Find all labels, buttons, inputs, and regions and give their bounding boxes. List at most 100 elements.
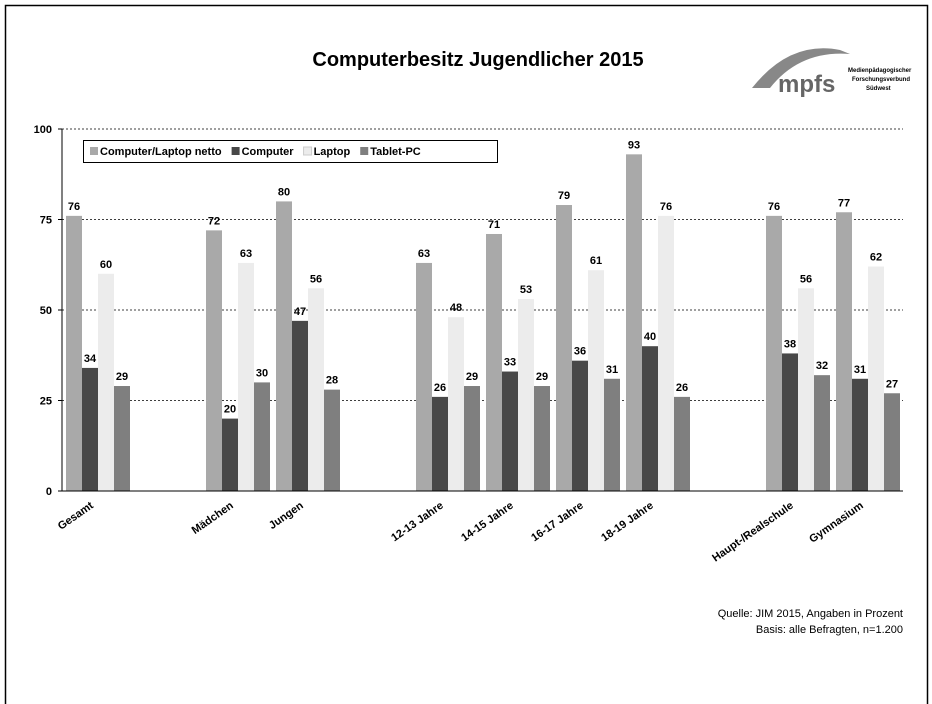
- bar: [276, 201, 292, 491]
- x-tick-label: Gesamt: [56, 499, 96, 532]
- bar: [206, 230, 222, 492]
- data-label: 40: [644, 331, 656, 343]
- x-tick-label: 14-15 Jahre: [459, 500, 515, 545]
- logo-text: mpfs: [778, 71, 835, 98]
- bar: [518, 299, 534, 491]
- data-label: 76: [660, 201, 672, 213]
- legend-swatch: [231, 147, 240, 155]
- legend-label: Tablet-PC: [370, 146, 421, 158]
- data-label: 47: [294, 306, 306, 318]
- data-label: 29: [466, 371, 478, 383]
- bar: [238, 262, 254, 491]
- bar: [836, 212, 852, 491]
- data-label: 31: [606, 364, 618, 376]
- bar: [814, 375, 830, 491]
- data-label: 34: [84, 353, 97, 365]
- bar: [254, 382, 270, 491]
- bar: [572, 360, 588, 491]
- source: Quelle: JIM 2015, Angaben in Prozent: [718, 608, 903, 620]
- bar: [782, 353, 798, 491]
- data-label: 79: [558, 190, 570, 202]
- y-tick-label: 0: [46, 486, 52, 498]
- bar: [658, 215, 674, 491]
- bar: [448, 317, 464, 491]
- bar: [556, 205, 572, 491]
- bar: [416, 262, 432, 491]
- x-tick-label: 12-13 Jahre: [389, 500, 445, 545]
- data-label: 27: [886, 378, 898, 390]
- data-label: 36: [574, 346, 586, 358]
- bar: [292, 320, 308, 491]
- y-tick-label: 75: [40, 215, 52, 227]
- legend-swatch: [360, 147, 369, 155]
- x-tick-label: 16-17 Jahre: [529, 500, 585, 545]
- bar: [626, 154, 642, 491]
- logo-line: Südwest: [866, 86, 891, 92]
- data-label: 48: [450, 302, 462, 314]
- bar: [502, 371, 518, 491]
- data-label: 93: [628, 139, 640, 151]
- chart-title: Computerbesitz Jugendlicher 2015: [312, 49, 643, 71]
- bar: [222, 418, 238, 491]
- data-label: 63: [418, 248, 430, 260]
- x-tick-label: 18-19 Jahre: [599, 500, 655, 545]
- data-label: 30: [256, 367, 268, 379]
- data-label: 28: [326, 375, 338, 387]
- data-label: 61: [590, 255, 602, 267]
- data-label: 38: [784, 338, 796, 350]
- data-label: 71: [488, 219, 500, 231]
- data-label: 56: [310, 273, 322, 285]
- bar: [114, 386, 130, 491]
- bar: [884, 393, 900, 491]
- bar: [82, 367, 98, 491]
- frame: [4, 4, 929, 704]
- legend-label: Laptop: [314, 146, 351, 158]
- data-label: 76: [68, 201, 80, 213]
- data-label: 63: [240, 248, 252, 260]
- logo-line: Forschungsverbund: [852, 77, 910, 83]
- data-label: 72: [208, 215, 220, 227]
- data-label: 20: [224, 404, 236, 416]
- data-label: 77: [838, 197, 850, 209]
- bar: [674, 396, 690, 491]
- legend-box: [83, 140, 498, 163]
- y-tick-label: 25: [40, 396, 52, 408]
- data-label: 26: [676, 382, 688, 394]
- bar: [588, 270, 604, 491]
- data-label: 80: [278, 186, 290, 198]
- bar: [486, 233, 502, 492]
- data-label: 26: [434, 382, 446, 394]
- data-label: 60: [100, 259, 112, 271]
- bar: [868, 266, 884, 491]
- data-label: 29: [116, 371, 128, 383]
- bar: [534, 386, 550, 491]
- data-label: 56: [800, 273, 812, 285]
- legend-label: Computer: [242, 146, 295, 158]
- data-label: 31: [854, 364, 866, 376]
- bar: [308, 288, 324, 491]
- legend-swatch: [90, 147, 98, 155]
- legend-swatch: [303, 146, 313, 156]
- data-label: 62: [870, 252, 882, 264]
- bar: [642, 346, 658, 491]
- y-tick-label: 50: [40, 305, 52, 317]
- x-tick-label: Jungen: [267, 499, 306, 531]
- legend-label: Computer/Laptop netto: [100, 146, 222, 158]
- data-label: 76: [768, 201, 780, 213]
- logo-arc: [752, 48, 850, 88]
- data-label: 33: [504, 357, 516, 369]
- bar: [324, 389, 340, 491]
- bar: [464, 386, 480, 491]
- bar: [98, 273, 114, 491]
- data-label: 32: [816, 360, 828, 372]
- x-tick-label: Mädchen: [190, 499, 236, 536]
- bar: [798, 288, 814, 491]
- data-label: 53: [520, 284, 532, 296]
- x-tick-label: Haupt-/Realschule: [710, 500, 795, 565]
- source: Basis: alle Befragten, n=1.200: [756, 624, 903, 636]
- logo-line: Medienpädagogischer: [848, 68, 912, 74]
- y-tick-label: 100: [34, 124, 52, 136]
- bar: [66, 215, 82, 491]
- data-label: 29: [536, 371, 548, 383]
